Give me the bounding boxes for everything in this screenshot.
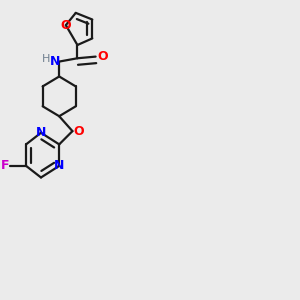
Text: N: N — [36, 126, 46, 139]
Text: O: O — [74, 124, 84, 138]
Text: O: O — [98, 50, 108, 63]
Text: H: H — [42, 54, 50, 64]
Text: O: O — [61, 19, 71, 32]
Text: N: N — [50, 55, 60, 68]
Text: F: F — [1, 159, 9, 172]
Text: N: N — [54, 159, 64, 172]
